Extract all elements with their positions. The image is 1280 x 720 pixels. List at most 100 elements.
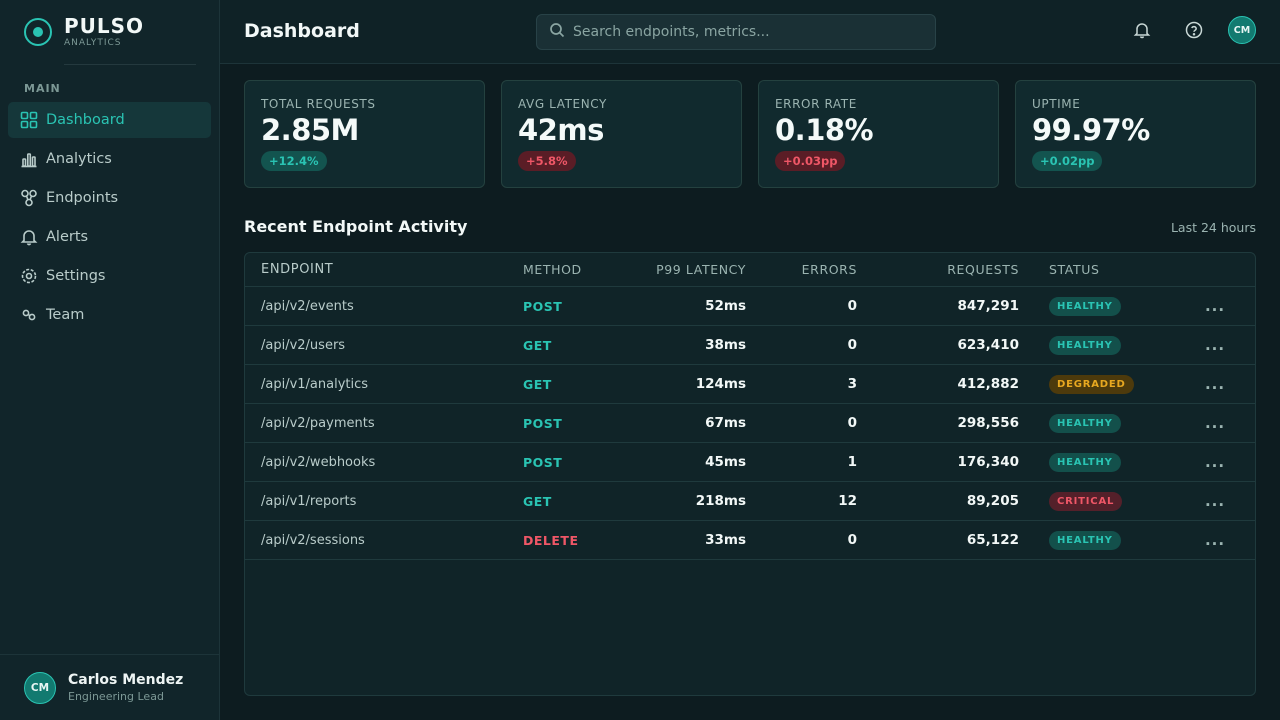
brand-subtitle: ANALYTICS xyxy=(64,38,122,48)
sidebar-item-analytics[interactable]: Analytics xyxy=(8,141,211,177)
sidebar-item-team[interactable]: Team xyxy=(8,297,211,333)
endpoint-path: /api/v2/events xyxy=(261,298,354,314)
http-method: DELETE xyxy=(523,532,579,548)
section-title: Recent Endpoint Activity xyxy=(244,217,468,236)
column-header: ERRORS xyxy=(801,262,857,277)
more-options-icon[interactable]: ... xyxy=(1204,414,1226,432)
user-avatar-button[interactable]: CM xyxy=(1228,16,1256,44)
request-count: 89,205 xyxy=(966,493,1019,509)
stat-card-avg-latency: AVG LATENCY 42ms +5.8% xyxy=(501,80,742,188)
request-count: 847,291 xyxy=(957,298,1020,314)
sidebar-item-label: Team xyxy=(46,307,85,323)
stat-value: 2.85M xyxy=(261,113,359,147)
error-count: 12 xyxy=(838,493,857,509)
link-icon xyxy=(20,306,38,324)
sidebar-item-label: Alerts xyxy=(46,229,89,245)
gear-icon xyxy=(20,267,38,285)
more-options-icon[interactable]: ... xyxy=(1204,375,1226,393)
topbar: Dashboard CM xyxy=(220,0,1280,64)
sidebar-item-label: Endpoints xyxy=(46,190,119,206)
sidebar-nav: Dashboard Analytics Endpoints Alerts Set… xyxy=(8,102,211,336)
request-count: 298,556 xyxy=(957,415,1020,431)
table-row[interactable]: /api/v2/users GET 38ms 0 623,410 HEALTHY… xyxy=(245,326,1255,365)
avatar: CM xyxy=(24,671,56,704)
user-profile[interactable]: CM Carlos Mendez Engineering Lead xyxy=(0,654,219,720)
search-icon xyxy=(549,22,565,42)
pulse-logo-icon xyxy=(24,18,52,46)
stat-card-total-requests: TOTAL REQUESTS 2.85M +12.4% xyxy=(244,80,485,188)
help-button[interactable] xyxy=(1182,20,1206,44)
sidebar: PULSO ANALYTICS MAIN Dashboard Analytics… xyxy=(0,0,220,720)
sidebar-item-settings[interactable]: Settings xyxy=(8,258,211,294)
p99-latency: 45ms xyxy=(705,454,746,470)
p99-latency: 218ms xyxy=(695,493,746,509)
more-options-icon[interactable]: ... xyxy=(1204,297,1226,315)
help-icon xyxy=(1185,21,1203,43)
stat-delta-badge: +0.03pp xyxy=(775,151,846,171)
search-input[interactable] xyxy=(573,24,913,40)
table-row[interactable]: /api/v2/events POST 52ms 0 847,291 HEALT… xyxy=(245,287,1255,326)
table-row[interactable]: /api/v1/analytics GET 124ms 3 412,882 DE… xyxy=(245,365,1255,404)
column-header: STATUS xyxy=(1049,262,1100,277)
more-options-icon[interactable]: ... xyxy=(1204,492,1226,510)
table-row[interactable]: /api/v2/sessions DELETE 33ms 0 65,122 HE… xyxy=(245,521,1255,560)
endpoint-activity-table: ENDPOINT METHOD P99 LATENCY ERRORS REQUE… xyxy=(244,252,1256,696)
http-method: GET xyxy=(523,337,552,353)
table-row[interactable]: /api/v2/webhooks POST 45ms 1 176,340 HEA… xyxy=(245,443,1255,482)
request-count: 65,122 xyxy=(966,532,1019,548)
stat-label: AVG LATENCY xyxy=(518,97,607,111)
http-method: POST xyxy=(523,454,563,470)
http-method: GET xyxy=(523,376,552,392)
status-badge: HEALTHY xyxy=(1049,335,1121,355)
column-header: REQUESTS xyxy=(947,262,1019,277)
p99-latency: 124ms xyxy=(695,376,746,392)
endpoint-path: /api/v1/analytics xyxy=(261,376,369,392)
more-options-icon[interactable]: ... xyxy=(1204,531,1226,549)
divider xyxy=(64,64,196,65)
error-count: 0 xyxy=(847,298,857,314)
sidebar-item-dashboard[interactable]: Dashboard xyxy=(8,102,211,138)
status-badge: HEALTHY xyxy=(1049,530,1121,550)
nav-section-label: MAIN xyxy=(24,82,61,95)
stat-value: 99.97% xyxy=(1032,113,1150,147)
stats-row: TOTAL REQUESTS 2.85M +12.4% AVG LATENCY … xyxy=(244,80,1256,188)
stat-card-uptime: UPTIME 99.97% +0.02pp xyxy=(1015,80,1256,188)
error-count: 0 xyxy=(847,415,857,431)
sidebar-item-label: Dashboard xyxy=(46,112,125,128)
column-header: P99 LATENCY xyxy=(656,262,746,277)
http-method: POST xyxy=(523,298,563,314)
stat-card-error-rate: ERROR RATE 0.18% +0.03pp xyxy=(758,80,999,188)
stat-value: 0.18% xyxy=(775,113,874,147)
endpoint-path: /api/v2/payments xyxy=(261,415,375,431)
endpoint-path: /api/v1/reports xyxy=(261,493,357,509)
user-name: Carlos Mendez xyxy=(68,672,184,688)
p99-latency: 38ms xyxy=(705,337,746,353)
error-count: 0 xyxy=(847,532,857,548)
more-options-icon[interactable]: ... xyxy=(1204,336,1226,354)
page-title: Dashboard xyxy=(244,20,360,42)
brand[interactable]: PULSO ANALYTICS xyxy=(24,16,144,48)
stat-label: UPTIME xyxy=(1032,97,1081,111)
bell-icon xyxy=(20,228,38,246)
bell-icon xyxy=(1133,21,1151,43)
notifications-button[interactable] xyxy=(1130,20,1154,44)
stat-value: 42ms xyxy=(518,113,604,147)
sidebar-item-endpoints[interactable]: Endpoints xyxy=(8,180,211,216)
request-count: 623,410 xyxy=(957,337,1020,353)
stat-label: TOTAL REQUESTS xyxy=(261,97,376,111)
error-count: 1 xyxy=(847,454,857,470)
search-box[interactable] xyxy=(536,14,936,50)
status-badge: HEALTHY xyxy=(1049,413,1121,433)
sidebar-item-alerts[interactable]: Alerts xyxy=(8,219,211,255)
status-badge: HEALTHY xyxy=(1049,452,1121,472)
stat-delta-badge: +12.4% xyxy=(261,151,327,171)
table-row[interactable]: /api/v2/payments POST 67ms 0 298,556 HEA… xyxy=(245,404,1255,443)
column-header: METHOD xyxy=(523,262,582,277)
error-count: 3 xyxy=(847,376,857,392)
p99-latency: 67ms xyxy=(705,415,746,431)
table-row[interactable]: /api/v1/reports GET 218ms 12 89,205 CRIT… xyxy=(245,482,1255,521)
more-options-icon[interactable]: ... xyxy=(1204,453,1226,471)
status-badge: CRITICAL xyxy=(1049,491,1123,511)
p99-latency: 33ms xyxy=(705,532,746,548)
stat-label: ERROR RATE xyxy=(775,97,857,111)
